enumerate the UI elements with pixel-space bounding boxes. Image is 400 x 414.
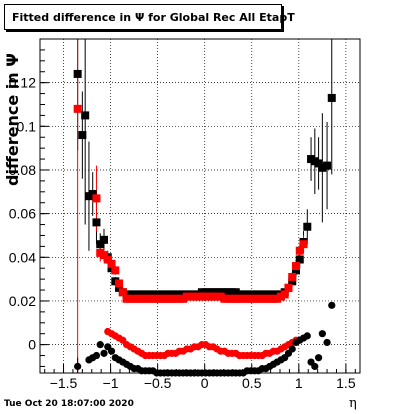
grid-lines: [40, 39, 360, 373]
square-marker: [107, 259, 116, 268]
square-marker: [280, 290, 289, 299]
y-tick-label: 0: [28, 337, 36, 353]
circle-marker: [92, 351, 101, 360]
square-marker: [73, 104, 82, 113]
square-marker: [323, 161, 332, 170]
x-tick-label: 1: [295, 375, 303, 391]
data-points: [73, 69, 336, 377]
square-marker: [327, 93, 336, 102]
y-tick-label: 0.02: [9, 293, 36, 309]
square-marker: [295, 246, 304, 255]
y-axis-label: difference in Ψ: [3, 53, 22, 186]
circle-marker: [314, 354, 323, 362]
square-marker: [288, 277, 297, 286]
square-marker: [96, 240, 105, 249]
y-tick-label: 0.04: [9, 249, 36, 265]
square-marker: [100, 235, 108, 244]
x-tick-label: −0.5: [144, 375, 172, 391]
circle-marker: [107, 347, 116, 355]
square-marker: [318, 163, 327, 172]
x-tick-label: 1.5: [336, 375, 356, 391]
y-tick-label: 0.08: [9, 162, 36, 178]
square-marker: [288, 272, 297, 281]
square-marker: [292, 262, 300, 271]
y-tick-label: 0.12: [9, 75, 36, 91]
x-tick-label: 0.5: [242, 375, 262, 391]
circle-marker: [74, 362, 82, 371]
square-marker: [295, 255, 304, 264]
timestamp: Tue Oct 20 18:07:00 2020: [4, 399, 134, 409]
square-marker: [292, 266, 300, 275]
x-tick-label: 0: [201, 375, 209, 391]
square-marker: [111, 266, 120, 275]
axis-ticks: [40, 49, 356, 373]
square-marker: [314, 159, 323, 168]
plot-frame: [39, 38, 361, 374]
y-tick-label: 0.06: [9, 206, 36, 222]
square-marker: [115, 283, 124, 292]
circle-marker: [323, 338, 331, 347]
square-marker: [284, 283, 293, 292]
x-tick-label: −1.5: [50, 375, 78, 391]
x-axis-label: η: [349, 396, 357, 411]
square-marker: [115, 279, 124, 288]
square-marker: [103, 255, 112, 264]
y-tick-label: 0.1: [17, 118, 37, 134]
circle-marker: [303, 332, 311, 340]
square-marker: [92, 194, 101, 203]
chart-title: Fitted difference in Ψ for Global Rec Al…: [4, 4, 295, 30]
square-marker: [303, 222, 312, 231]
square-marker: [92, 218, 101, 227]
circle-marker: [328, 301, 336, 309]
error-bars: [77, 39, 333, 373]
circle-marker: [318, 330, 326, 338]
square-marker: [100, 251, 108, 260]
tick-labels: −1.5 −1 −0.5 0 0.5 1 1.5 0 0.02 0.04 0.06 0.08 0.1 0.…: [9, 75, 356, 391]
square-marker: [88, 189, 97, 198]
square-marker: [118, 288, 127, 297]
square-marker: [81, 111, 90, 120]
square-marker: [73, 69, 82, 78]
circle-marker: [100, 349, 108, 357]
square-marker: [78, 131, 87, 140]
x-tick-label: −1: [103, 375, 119, 391]
square-marker: [299, 240, 308, 249]
circle-marker: [288, 345, 296, 353]
circle-marker: [96, 341, 104, 349]
circle-marker: [311, 362, 319, 371]
